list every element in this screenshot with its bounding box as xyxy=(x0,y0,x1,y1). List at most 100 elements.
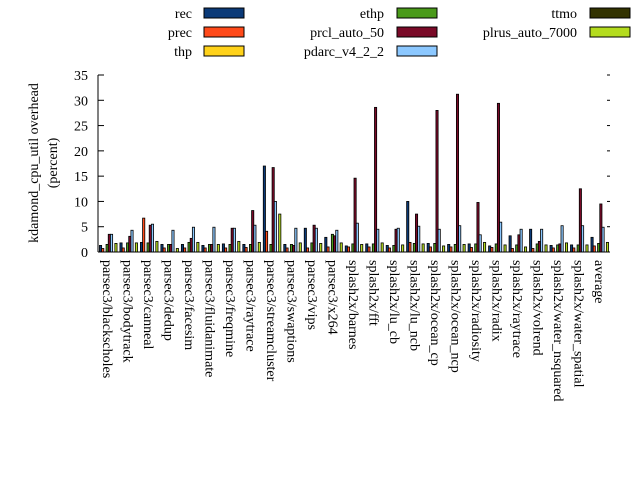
bar-plrus_auto_7000 xyxy=(421,243,425,253)
bar-prec xyxy=(510,248,514,253)
bar-pdarc_v4_2_2 xyxy=(540,228,544,253)
legend-swatch-prcl_auto_50 xyxy=(396,26,438,38)
y-tick-label: 5 xyxy=(81,221,88,236)
bar-pdarc_v4_2_2 xyxy=(273,201,277,253)
bar-pdarc_v4_2_2 xyxy=(212,226,216,253)
bar-plrus_auto_7000 xyxy=(585,244,589,253)
bar-prec xyxy=(244,247,248,253)
bar-pdarc_v4_2_2 xyxy=(376,228,380,253)
bar-prec xyxy=(326,246,330,253)
bar-prec xyxy=(572,247,576,253)
bar-plrus_auto_7000 xyxy=(565,242,569,253)
bar-plrus_auto_7000 xyxy=(503,244,507,253)
x-tick-label: splash2x/lu_cb xyxy=(386,260,401,344)
bar-prec xyxy=(408,241,412,253)
bar-pdarc_v4_2_2 xyxy=(581,225,585,253)
x-tick-label: parsec3/swaptions xyxy=(284,260,299,363)
x-tick-label: splash2x/raytrace xyxy=(509,260,524,358)
x-tick-label: splash2x/ocean_ncp xyxy=(447,260,462,373)
legend: rec prec thp ethp prcl_auto_50 pdarc_v4_2_2 tt… xyxy=(168,7,631,60)
bar-prec xyxy=(531,248,535,253)
legend-label: plrus_auto_7000 xyxy=(483,26,577,41)
bars xyxy=(99,93,609,253)
bar-pdarc_v4_2_2 xyxy=(314,227,318,253)
x-tick-label: parsec3/blackscholes xyxy=(99,260,114,378)
x-tick-label: parsec3/x264 xyxy=(325,260,340,335)
bar-plrus_auto_7000 xyxy=(175,248,179,253)
legend-swatch-thp xyxy=(203,45,245,57)
y-tick-label: 15 xyxy=(74,170,88,185)
legend-label: thp xyxy=(174,45,192,60)
bar-plrus_auto_7000 xyxy=(380,242,384,253)
bar-pdarc_v4_2_2 xyxy=(191,226,195,253)
bar-plrus_auto_7000 xyxy=(196,241,200,253)
bar-prec xyxy=(203,247,207,253)
bar-pdarc_v4_2_2 xyxy=(150,223,154,253)
bar-plrus_auto_7000 xyxy=(544,244,548,253)
y-tick-label: 35 xyxy=(74,69,88,84)
x-tick-label: splash2x/water_spatial xyxy=(570,260,585,388)
bar-plrus_auto_7000 xyxy=(298,242,302,253)
bar-plrus_auto_7000 xyxy=(339,242,343,253)
x-tick-label: splash2x/radix xyxy=(488,260,503,342)
legend-label: ttmo xyxy=(551,7,577,22)
bar-plrus_auto_7000 xyxy=(605,241,609,253)
bar-prec xyxy=(469,247,473,253)
legend-label: rec xyxy=(175,7,192,22)
bar-plrus_auto_7000 xyxy=(360,244,364,253)
legend-swatch-pdarc_v4_2_2 xyxy=(396,45,438,57)
bar-pdarc_v4_2_2 xyxy=(458,225,462,253)
y-tick-label: 10 xyxy=(74,195,88,210)
legend-swatch-ethp xyxy=(396,7,438,19)
bar-pdarc_v4_2_2 xyxy=(335,229,339,253)
y-tick-label: 0 xyxy=(81,246,88,261)
x-tick-label: parsec3/dedup xyxy=(161,260,176,341)
bar-plrus_auto_7000 xyxy=(237,240,241,253)
bar-prec xyxy=(121,247,125,253)
y-tick-label: 25 xyxy=(74,120,88,135)
legend-label: prcl_auto_50 xyxy=(310,26,384,41)
x-tick-label: splash2x/radiosity xyxy=(468,260,483,362)
bar-pdarc_v4_2_2 xyxy=(355,222,359,253)
bar-prec xyxy=(265,230,269,253)
x-tick-label: parsec3/canneal xyxy=(140,260,155,349)
bar-prec xyxy=(142,217,146,253)
bar-prec xyxy=(387,247,391,253)
x-tick-label: average xyxy=(591,260,606,304)
bar-plrus_auto_7000 xyxy=(524,246,528,253)
legend-label: pdarc_v4_2_2 xyxy=(304,45,384,60)
bar-plrus_auto_7000 xyxy=(442,245,446,253)
y-tick-label: 20 xyxy=(74,145,88,160)
bar-plrus_auto_7000 xyxy=(216,244,220,253)
legend-label: prec xyxy=(168,26,192,41)
y-tick-label: 30 xyxy=(74,94,88,109)
bar-prec xyxy=(592,245,596,253)
bar-plrus_auto_7000 xyxy=(155,240,159,253)
bar-pdarc_v4_2_2 xyxy=(396,227,400,253)
legend-swatch-rec xyxy=(203,7,245,19)
bar-plrus_auto_7000 xyxy=(462,244,466,253)
bar-pdarc_v4_2_2 xyxy=(601,226,605,253)
legend-swatch-plrus_auto_7000 xyxy=(589,26,631,38)
bar-prec xyxy=(367,246,371,253)
bar-pdarc_v4_2_2 xyxy=(110,233,114,253)
bar-prec xyxy=(101,248,105,253)
bar-plrus_auto_7000 xyxy=(401,244,405,253)
bar-prec xyxy=(346,246,350,253)
bar-pdarc_v4_2_2 xyxy=(478,234,482,253)
bar-prec xyxy=(449,246,453,253)
x-tick-label: parsec3/fluidanimate xyxy=(202,260,217,377)
legend-label: ethp xyxy=(360,7,384,22)
legend-swatch-prec xyxy=(203,26,245,38)
bar-pdarc_v4_2_2 xyxy=(519,228,523,253)
x-tick-label: parsec3/streamcluster xyxy=(263,260,278,382)
bar-pdarc_v4_2_2 xyxy=(560,225,564,253)
bar-prec xyxy=(183,247,187,253)
bar-pdarc_v4_2_2 xyxy=(417,225,421,253)
x-tick-label: splash2x/barnes xyxy=(345,260,360,349)
x-tick-label: splash2x/volrend xyxy=(529,260,544,356)
x-tick-label: parsec3/vips xyxy=(304,260,319,330)
bar-prec xyxy=(306,247,310,253)
x-tick-label: parsec3/raytrace xyxy=(243,260,258,352)
